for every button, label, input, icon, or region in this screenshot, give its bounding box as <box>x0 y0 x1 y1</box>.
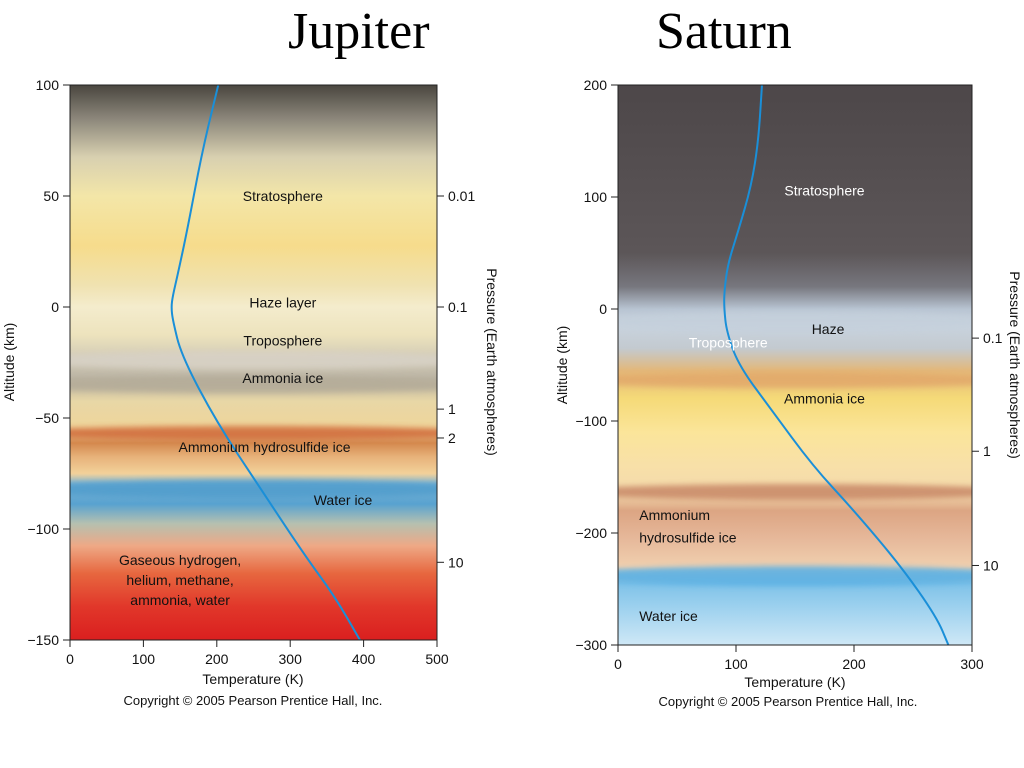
saturn-temperature-curve <box>723 85 950 645</box>
jupiter-y-tick-label: 50 <box>43 188 59 204</box>
saturn-plot-area <box>618 85 972 645</box>
jupiter-pressure-tick-label: 0.1 <box>448 299 468 315</box>
jupiter-ammonia-cloud <box>70 351 437 369</box>
jupiter-y-tick-label: −50 <box>35 410 59 426</box>
jupiter-layer-label: Stratosphere <box>243 188 323 204</box>
jupiter-x-tick-label: 400 <box>352 651 376 667</box>
jupiter-layer-label: Haze layer <box>249 295 316 311</box>
saturn-copyright: Copyright © 2005 Pearson Prentice Hall, … <box>659 694 918 709</box>
jupiter-x-tick-label: 500 <box>425 651 449 667</box>
saturn-chart: 200 100 0 −100 −200 −300 0 100 200 300 0.1 1 10 St… <box>554 77 1023 709</box>
jupiter-ammonia-cloud-shadow <box>70 377 437 393</box>
saturn-hydrosulfide-cloud <box>618 484 972 500</box>
saturn-layer-label: Ammonia ice <box>784 391 865 407</box>
jupiter-copyright: Copyright © 2005 Pearson Prentice Hall, … <box>124 693 383 708</box>
jupiter-title: Jupiter <box>288 3 430 60</box>
saturn-y-tick-label: −200 <box>575 525 607 541</box>
saturn-layer-label: Haze <box>812 321 845 337</box>
saturn-water-cloud <box>618 566 972 586</box>
jupiter-pressure-tick-label: 1 <box>448 401 456 417</box>
saturn-pressure-tick-label: 0.1 <box>983 330 1003 346</box>
jupiter-layer-label: Ammonium hydrosulfide ice <box>179 439 351 455</box>
saturn-haze-band <box>618 312 972 332</box>
saturn-layer-label: Stratosphere <box>784 182 864 198</box>
saturn-y-tick-label: −100 <box>575 413 607 429</box>
jupiter-layer-label: Ammonia ice <box>242 370 323 386</box>
jupiter-y-tick-label: −150 <box>27 632 59 648</box>
jupiter-x-axis-label: Temperature (K) <box>202 671 303 687</box>
jupiter-pressure-tick-label: 10 <box>448 554 464 570</box>
saturn-pressure-tick-label: 1 <box>983 443 991 459</box>
jupiter-x-tick-label: 300 <box>279 651 303 667</box>
jupiter-x-tick-label: 0 <box>66 651 74 667</box>
saturn-y-tick-label: 100 <box>584 189 608 205</box>
jupiter-pressure-tick-label: 0.01 <box>448 188 475 204</box>
jupiter-layer-label: ammonia, water <box>130 592 230 608</box>
jupiter-temperature-curve <box>170 85 361 640</box>
jupiter-y-tick-label: 100 <box>36 77 60 93</box>
jupiter-layer-label: Water ice <box>314 492 373 508</box>
saturn-cloud-bands <box>618 312 972 586</box>
saturn-y-tick-label: 0 <box>599 301 607 317</box>
jupiter-y-tick-label: −100 <box>27 521 59 537</box>
jupiter-y-axis-label: Altitude (km) <box>1 323 17 402</box>
jupiter-pressure-axis-label: Pressure (Earth atmospheres) <box>484 268 500 456</box>
saturn-x-tick-label: 100 <box>724 656 748 672</box>
saturn-layer-label: hydrosulfide ice <box>639 529 736 545</box>
jupiter-x-tick-label: 200 <box>205 651 229 667</box>
saturn-x-tick-label: 300 <box>960 656 984 672</box>
jupiter-water-cloud <box>70 480 437 498</box>
saturn-y-tick-label: −300 <box>575 637 607 653</box>
jupiter-frame <box>69 84 438 641</box>
jupiter-hydrosulfide-cloud <box>70 426 437 440</box>
jupiter-layer-label: Gaseous hydrogen, <box>119 552 241 568</box>
saturn-layer-label: Water ice <box>639 608 698 624</box>
saturn-frame <box>617 84 973 646</box>
saturn-x-tick-label: 200 <box>842 656 866 672</box>
saturn-ammonia-cloud <box>618 372 972 388</box>
saturn-x-axis-label: Temperature (K) <box>744 674 845 690</box>
saturn-layer-label: Troposphere <box>689 335 768 351</box>
saturn-y-axis-label: Altitude (km) <box>554 326 570 405</box>
jupiter-x-tick-label: 100 <box>132 651 156 667</box>
saturn-y-tick-label: 200 <box>584 77 608 93</box>
saturn-pressure-axis-label: Pressure (Earth atmospheres) <box>1007 271 1023 459</box>
jupiter-cloud-bands <box>70 351 437 498</box>
jupiter-layer-label: Troposphere <box>243 332 322 348</box>
jupiter-pressure-tick-label: 2 <box>448 430 456 446</box>
saturn-x-tick-label: 0 <box>614 656 622 672</box>
saturn-title: Saturn <box>656 3 792 60</box>
saturn-layer-label: Ammonium <box>639 507 710 523</box>
jupiter-layer-label: helium, methane, <box>126 572 233 588</box>
jupiter-y-tick-label: 0 <box>51 299 59 315</box>
saturn-pressure-tick-label: 10 <box>983 557 999 573</box>
